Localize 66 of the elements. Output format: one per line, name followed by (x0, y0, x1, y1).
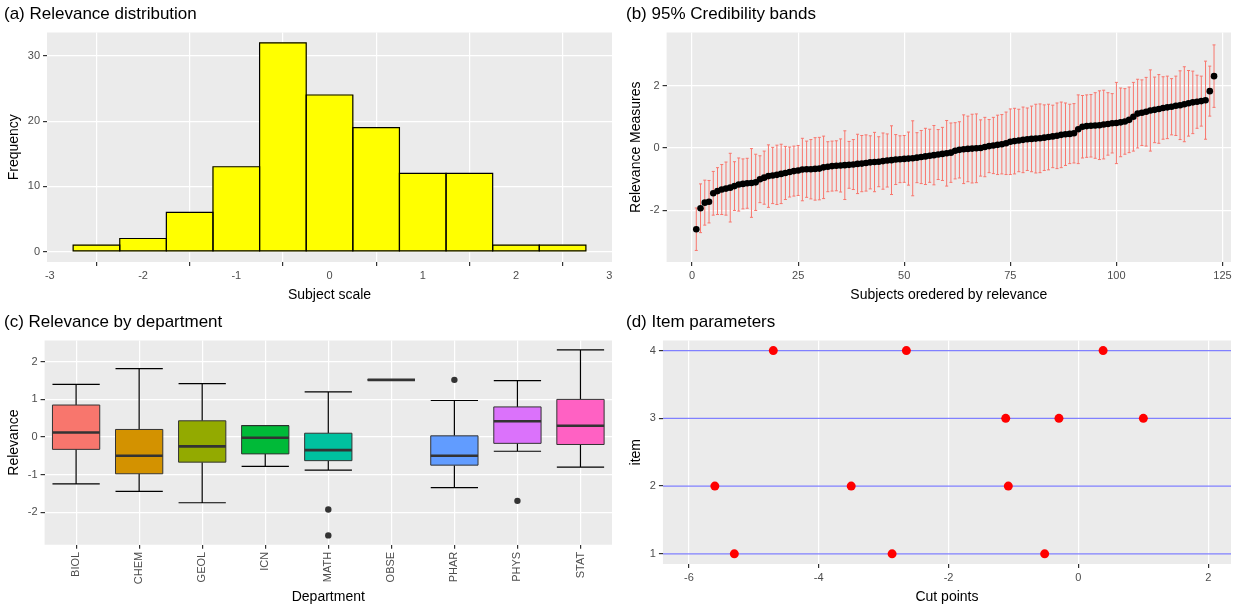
point (1040, 549, 1050, 559)
x-tick-label: -2 (943, 570, 954, 583)
x-tick-label: 2 (1205, 570, 1212, 583)
y-tick-label: 0 (31, 430, 38, 442)
point (729, 549, 739, 559)
x-tick-label: -4 (813, 570, 824, 583)
y-tick-label: 0 (33, 244, 41, 257)
x-tick-label: CHEM (132, 551, 145, 585)
point (1138, 413, 1148, 423)
point (1001, 413, 1011, 423)
y-tick-label: 0 (653, 141, 660, 154)
x-tick-label: STAT (573, 551, 586, 579)
chart-title: (a) Relevance distribution (4, 3, 197, 23)
x-tick-label: 2 (512, 268, 520, 281)
x-tick-label: GEOL (195, 551, 208, 583)
y-axis-title: item (627, 438, 644, 466)
x-tick-label: -2 (138, 268, 148, 281)
x-axis-title: Department (291, 588, 365, 605)
y-tick-label: 2 (649, 479, 656, 492)
x-axis-title: Cut points (915, 588, 979, 605)
x-tick-label: PHAR (447, 551, 460, 583)
x-tick-label: 0 (1075, 570, 1082, 583)
x-tick-label: MATH (321, 551, 334, 583)
point (710, 481, 720, 491)
x-tick-label: ICN (258, 551, 271, 571)
x-tick-label: 0 (326, 268, 333, 281)
x-tick-label: 25 (792, 268, 805, 281)
y-tick-label: 1 (31, 392, 38, 405)
y-tick-label: 3 (649, 411, 656, 424)
x-axis-title: Subject scale (287, 286, 372, 303)
x-tick-label: 3 (606, 268, 613, 281)
x-tick-label: -1 (231, 268, 242, 281)
x-tick-label: BIOL (69, 551, 82, 577)
y-tick-label: -2 (27, 505, 38, 518)
point (846, 481, 856, 491)
x-tick-label: 50 (898, 268, 911, 281)
x-axis-title: Subjects oredered by relevance (850, 286, 1048, 303)
x-tick-label: 125 (1213, 268, 1232, 281)
x-tick-label: 75 (1004, 268, 1017, 281)
x-tick-label: PHYS (510, 551, 523, 582)
point (1098, 346, 1108, 356)
y-axis-title: Relevance (5, 409, 22, 476)
x-tick-label: 0 (688, 268, 696, 281)
y-tick-label: 30 (27, 48, 41, 61)
y-tick-label: 4 (649, 343, 656, 356)
y-tick-label: -1 (27, 467, 38, 480)
chart-title: (d) Item parameters (626, 311, 776, 331)
point (887, 549, 897, 559)
y-tick-label: 2 (31, 354, 38, 367)
chart-title: (c) Relevance by department (4, 311, 223, 331)
y-tick-label: 20 (27, 114, 41, 127)
y-tick-label: 10 (27, 179, 41, 192)
point (768, 346, 778, 356)
point (1003, 481, 1013, 491)
point (1054, 413, 1064, 423)
x-tick-label: OBSE (384, 551, 397, 583)
x-tick-label: 1 (419, 268, 426, 281)
y-axis-title: Relevance Measures (627, 81, 644, 213)
y-tick-label: -2 (649, 203, 660, 216)
chart-title: (b) 95% Credibility bands (626, 3, 816, 23)
x-tick-label: 100 (1107, 268, 1126, 281)
x-tick-label: -3 (44, 268, 55, 281)
y-tick-label: 2 (653, 78, 660, 91)
x-tick-label: -6 (684, 570, 694, 583)
y-axis-title: Frequency (5, 114, 22, 181)
point (901, 346, 911, 356)
